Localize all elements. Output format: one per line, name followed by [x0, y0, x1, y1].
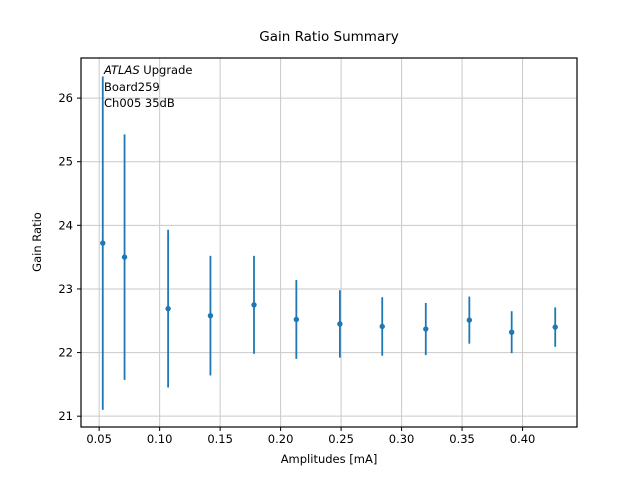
data-point-marker — [100, 240, 106, 246]
y-tick-label: 26 — [58, 91, 73, 105]
data-point-marker — [293, 316, 300, 323]
data-point-marker — [251, 302, 257, 308]
y-tick-label: 22 — [58, 346, 73, 360]
axes-frame — [80, 57, 578, 428]
annotation-experiment-suffix: Upgrade — [139, 63, 193, 77]
x-tick-label: 0.25 — [328, 432, 354, 446]
data-point-marker — [121, 254, 128, 260]
data-point-marker — [337, 321, 343, 327]
y-axis-label: Gain Ratio — [30, 212, 44, 272]
annotation-line-channel: Ch005 35dB — [104, 96, 175, 110]
annotation-experiment-name: ATLAS — [104, 63, 140, 77]
y-tick-label: 24 — [58, 218, 73, 232]
x-tick-label: 0.20 — [268, 432, 294, 446]
x-tick-label: 0.30 — [389, 432, 415, 446]
x-tick-label: 0.35 — [449, 432, 475, 446]
y-tick-label: 25 — [58, 155, 73, 169]
x-tick-label: 0.10 — [147, 432, 173, 446]
x-tick-label: 0.15 — [207, 432, 233, 446]
y-tick-label: 21 — [58, 409, 73, 423]
x-axis-label: Amplitudes [mA] — [280, 452, 378, 466]
data-point-marker — [466, 317, 473, 323]
y-tick-label: 23 — [58, 282, 73, 296]
annotation-block: ATLAS Upgrade Board259 Ch005 35dB — [104, 62, 192, 112]
chart-title: Gain Ratio Summary — [259, 29, 399, 45]
data-point-marker — [508, 329, 515, 335]
annotation-line-board: Board259 — [104, 79, 160, 94]
annotation-line-experiment: ATLAS Upgrade — [104, 62, 192, 79]
data-point-marker — [207, 312, 214, 319]
data-point-marker — [552, 324, 558, 330]
x-tick-label: 0.40 — [510, 432, 536, 446]
data-point-marker — [423, 326, 429, 332]
data-point-marker — [379, 323, 385, 330]
x-tick-label: 0.05 — [86, 432, 112, 446]
data-point-marker — [165, 305, 171, 312]
